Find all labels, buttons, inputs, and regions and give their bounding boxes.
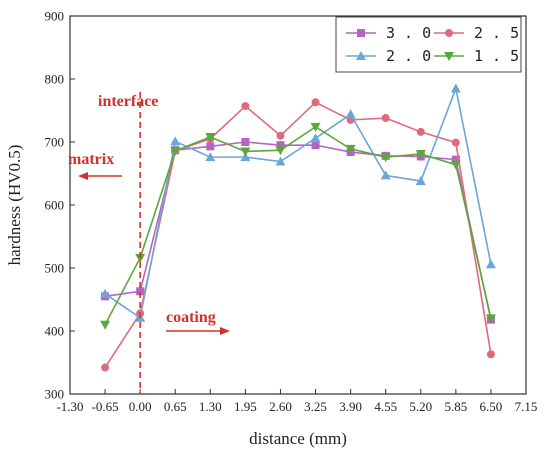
data-point	[275, 156, 286, 166]
coating-annotation: coating	[166, 309, 230, 335]
data-point	[345, 144, 356, 154]
series-line	[104, 125, 492, 326]
legend-marker	[356, 51, 366, 60]
matrix-annotation: matrix	[68, 151, 122, 180]
legend-label: 3 . 0	[386, 24, 431, 42]
data-point	[451, 155, 460, 164]
x-tick-label: 0.65	[164, 399, 187, 414]
y-tick-label: 500	[45, 261, 65, 276]
x-tick-label: 0.00	[129, 399, 152, 414]
series-line	[104, 141, 492, 320]
legend-item: 3 . 0	[346, 24, 431, 42]
x-tick-label: 3.25	[304, 399, 327, 414]
series-3.0	[101, 138, 495, 324]
y-tick-label: 300	[45, 387, 65, 402]
series-2.5	[101, 98, 495, 372]
data-point	[485, 259, 496, 269]
data-point	[101, 363, 110, 372]
series-line	[104, 101, 492, 368]
x-tick-label: 2.60	[269, 399, 292, 414]
y-tick-label: 400	[45, 324, 65, 339]
x-tick-label: 5.20	[409, 399, 432, 414]
data-point	[276, 141, 285, 150]
data-point	[415, 176, 426, 186]
y-tick-label: 600	[45, 198, 65, 213]
data-point	[345, 109, 356, 119]
data-point	[241, 102, 250, 111]
y-tick-label: 700	[45, 135, 65, 150]
data-point	[275, 146, 286, 156]
legend-marker	[444, 52, 454, 61]
x-tick-label: -1.30	[56, 399, 83, 414]
plot-frame	[69, 15, 527, 395]
legend-item: 2 . 5	[434, 24, 519, 42]
data-point	[381, 114, 390, 123]
series-1.5	[100, 122, 496, 330]
interface-annotation: interface	[98, 92, 158, 394]
data-point	[135, 253, 146, 263]
y-axis-title: hardness (HV0.5)	[5, 145, 24, 266]
coating-label: coating	[166, 309, 216, 326]
interface-label: interface	[98, 93, 158, 110]
x-axis-title: distance (mm)	[249, 429, 347, 448]
data-point	[450, 83, 461, 93]
legend-label: 1 . 5	[474, 47, 519, 65]
x-tick-label: 1.95	[234, 399, 257, 414]
data-point	[311, 141, 320, 150]
x-tick-label: 5.85	[444, 399, 467, 414]
data-point	[380, 170, 391, 180]
legend-item: 1 . 5	[434, 47, 519, 65]
data-point	[136, 287, 145, 296]
data-point	[486, 350, 495, 359]
legend-marker	[445, 29, 453, 37]
legend-marker	[357, 29, 365, 37]
data-point	[240, 152, 251, 162]
x-tick-label: -0.65	[92, 399, 119, 414]
data-point	[205, 152, 216, 162]
legend-label: 2 . 0	[386, 47, 431, 65]
data-point	[276, 131, 285, 140]
legend-label: 2 . 5	[474, 24, 519, 42]
data-point	[100, 288, 111, 298]
x-tick-label: 6.50	[480, 399, 503, 414]
matrix-arrow-head	[78, 172, 88, 180]
plot-area	[100, 83, 496, 372]
data-point	[485, 314, 496, 324]
x-tick-label: 7.15	[515, 399, 538, 414]
x-tick-label: 4.55	[374, 399, 397, 414]
legend: 3 . 0 2 . 5 2 . 0 1 . 5	[335, 16, 522, 73]
x-tick-label: 3.90	[339, 399, 362, 414]
data-point	[380, 153, 391, 163]
data-point	[206, 142, 215, 151]
y-tick-label: 800	[45, 72, 65, 87]
axes: -1.30 -0.65 0.00 0.65 1.30 1.95 2.60 3.25 3.90 4.…	[45, 9, 538, 415]
data-point	[311, 98, 320, 107]
data-point	[240, 147, 251, 157]
data-point	[241, 138, 250, 146]
data-point	[415, 149, 426, 159]
coating-arrow-head	[220, 327, 230, 335]
data-point	[170, 146, 181, 156]
data-point	[310, 133, 321, 143]
y-tick-label: 900	[45, 9, 65, 24]
legend-item: 2 . 0	[346, 47, 431, 65]
data-point	[416, 127, 425, 136]
x-tick-label: 1.30	[199, 399, 222, 414]
data-point	[310, 122, 321, 132]
data-point	[100, 320, 111, 330]
legend-box	[335, 16, 522, 73]
data-point	[170, 136, 181, 146]
series-line	[104, 85, 492, 320]
data-point	[205, 132, 216, 142]
data-point	[451, 138, 460, 147]
data-point	[450, 160, 461, 170]
matrix-label: matrix	[68, 151, 114, 168]
